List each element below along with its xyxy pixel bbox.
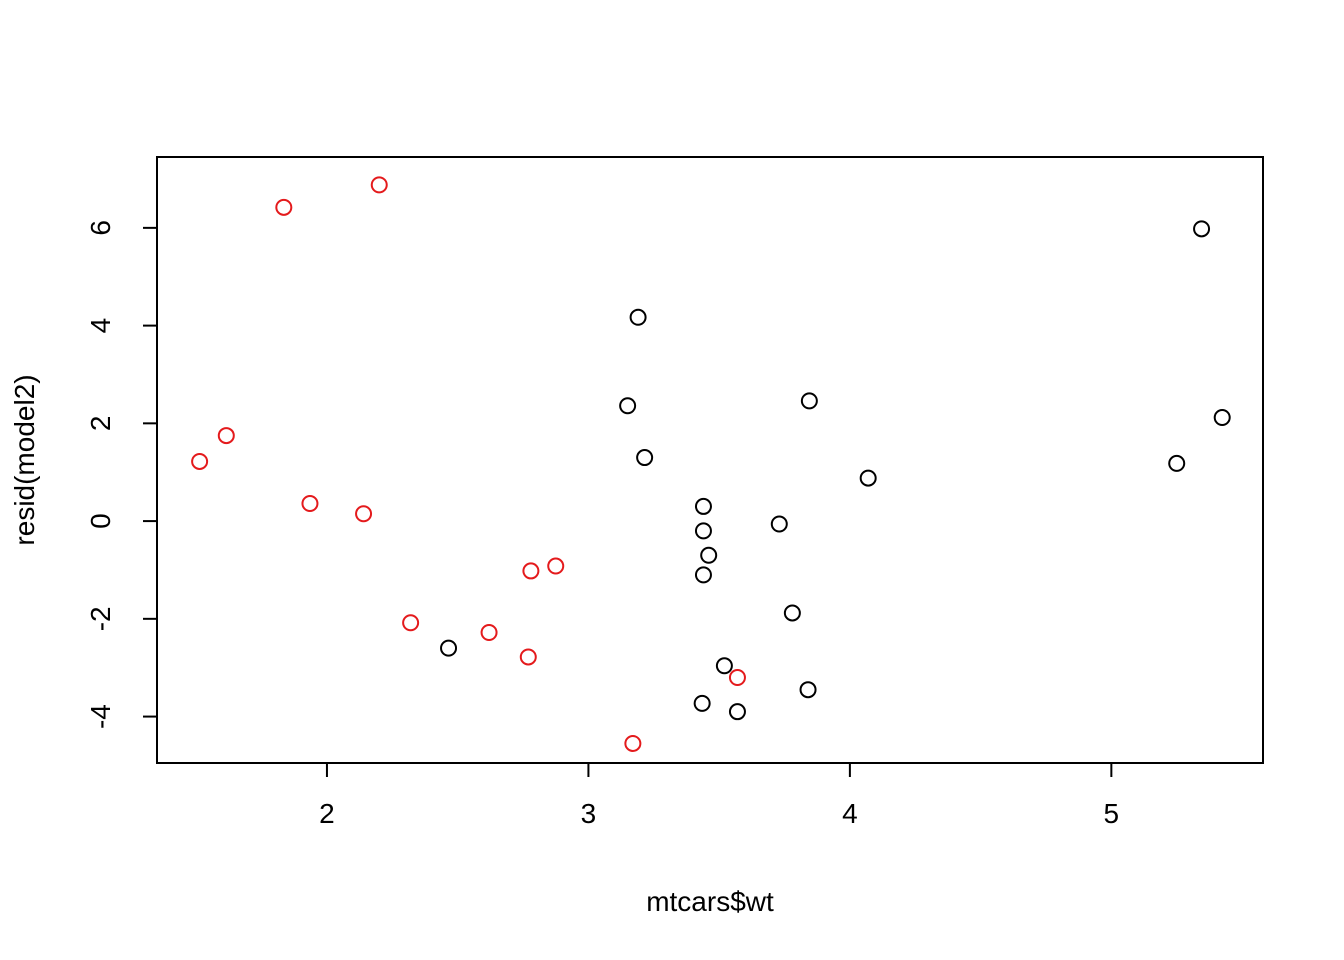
data-point bbox=[636, 449, 654, 467]
data-point bbox=[301, 494, 319, 512]
data-point bbox=[859, 469, 877, 487]
x-tick-label: 3 bbox=[581, 798, 597, 829]
plot-frame bbox=[156, 156, 1264, 764]
x-axis-title: mtcars$wt bbox=[646, 886, 774, 917]
data-point bbox=[629, 308, 647, 326]
y-tick-label: -4 bbox=[85, 704, 116, 729]
data-point bbox=[799, 681, 817, 699]
y-tick-label: 6 bbox=[85, 220, 116, 236]
data-point bbox=[770, 515, 788, 533]
data-point bbox=[547, 557, 565, 575]
data-point bbox=[519, 648, 537, 666]
data-point bbox=[624, 734, 642, 752]
data-point bbox=[694, 522, 712, 540]
data-point bbox=[1213, 408, 1231, 426]
y-tick-label: 0 bbox=[85, 513, 116, 529]
y-tick-label: 4 bbox=[85, 318, 116, 334]
data-point bbox=[715, 657, 733, 675]
y-axis: -4 -2 0 2 4 6 bbox=[85, 220, 158, 729]
data-point bbox=[275, 198, 293, 216]
data-point bbox=[402, 614, 420, 632]
x-axis: 2 3 4 5 bbox=[319, 762, 1120, 829]
data-point bbox=[728, 668, 746, 686]
data-point bbox=[480, 624, 498, 642]
data-points bbox=[191, 176, 1231, 752]
y-tick-label: -2 bbox=[85, 606, 116, 631]
data-point bbox=[191, 452, 209, 470]
data-point bbox=[693, 694, 711, 712]
data-point bbox=[440, 639, 458, 657]
data-point bbox=[700, 546, 718, 564]
data-point bbox=[1193, 220, 1211, 238]
data-point bbox=[694, 497, 712, 515]
data-point bbox=[370, 176, 388, 194]
data-point bbox=[694, 566, 712, 584]
data-point bbox=[619, 397, 637, 415]
data-point bbox=[1168, 454, 1186, 472]
x-tick-label: 5 bbox=[1104, 798, 1120, 829]
data-point bbox=[728, 703, 746, 721]
data-point bbox=[783, 604, 801, 622]
data-point bbox=[800, 392, 818, 410]
data-point bbox=[217, 427, 235, 445]
y-tick-label: 2 bbox=[85, 416, 116, 432]
data-point bbox=[355, 505, 373, 523]
y-axis-title: resid(model2) bbox=[9, 374, 40, 545]
x-tick-label: 2 bbox=[319, 798, 335, 829]
data-point bbox=[522, 562, 540, 580]
x-tick-label: 4 bbox=[842, 798, 858, 829]
